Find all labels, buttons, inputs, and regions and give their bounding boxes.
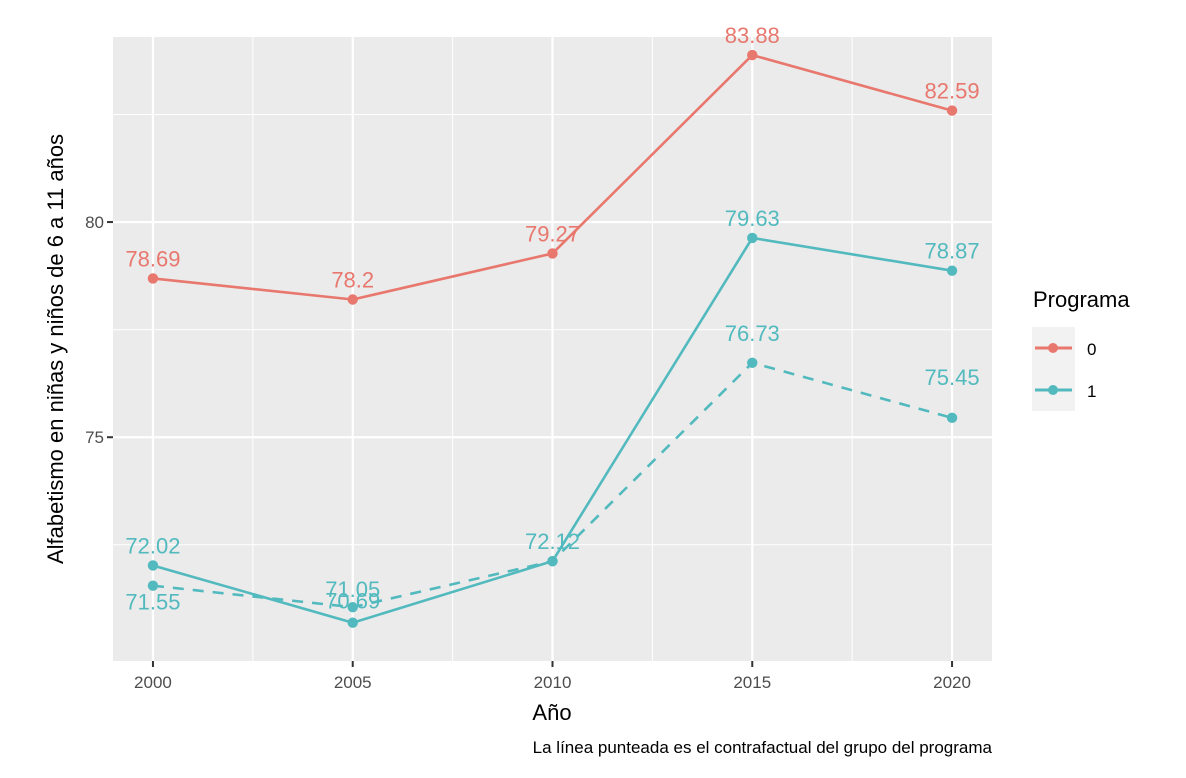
legend-key-1-point xyxy=(1048,385,1058,395)
legend-label-0: 0 xyxy=(1087,340,1096,359)
data-label-counterfactual-2020: 75.45 xyxy=(925,365,980,390)
x-axis-title: Año xyxy=(532,700,571,725)
legend-label-1: 1 xyxy=(1087,382,1096,401)
x-tick-label: 2005 xyxy=(334,673,372,692)
point-counterfactual-2020 xyxy=(946,412,958,424)
point-programa-1-2015 xyxy=(747,232,758,244)
data-label-programa-1-2005: 70.69 xyxy=(325,589,380,614)
point-counterfactual-2010 xyxy=(547,555,558,567)
legend: Programa 0 1 xyxy=(1032,287,1130,411)
data-label-programa-0-2020: 82.59 xyxy=(925,79,980,104)
x-tick-label: 2010 xyxy=(534,673,572,692)
x-tick-label: 2015 xyxy=(733,673,771,692)
point-programa-0-2015 xyxy=(747,49,758,61)
point-programa-1-2020 xyxy=(946,265,958,276)
legend-title: Programa xyxy=(1033,287,1130,312)
point-counterfactual-2000 xyxy=(147,580,159,591)
x-tick-label: 2000 xyxy=(134,673,172,692)
y-tick-label: 80 xyxy=(85,213,104,232)
x-tick-label: 2020 xyxy=(933,673,971,692)
point-programa-0-2010 xyxy=(547,248,558,259)
legend-key-0-point xyxy=(1048,343,1058,353)
data-label-programa-0-2000: 78.69 xyxy=(125,246,180,271)
axes: 2000 2005 2010 2015 2020 75 80 xyxy=(85,213,971,692)
point-counterfactual-2005 xyxy=(347,602,358,613)
legend-key-background xyxy=(1032,327,1075,411)
data-label-counterfactual-2005: 71.05 xyxy=(325,577,380,602)
data-label-programa-0-2005: 78.2 xyxy=(331,268,374,293)
data-label-programa-0-2010: 79.27 xyxy=(525,221,580,246)
y-tick-label: 75 xyxy=(85,428,104,447)
point-counterfactual-2015 xyxy=(747,357,758,368)
point-programa-1-2000 xyxy=(147,560,159,571)
point-programa-1-2005 xyxy=(347,617,358,628)
point-programa-0-2005 xyxy=(347,294,358,305)
data-label-counterfactual-2015: 76.73 xyxy=(725,321,780,346)
data-labels: 78.69 78.2 79.27 83.88 82.59 72.02 70.69 72.12 7… xyxy=(125,23,979,615)
series-layer xyxy=(147,49,958,628)
y-axis-title: Alfabetismo en niñas y niños de 6 a 11 a… xyxy=(43,134,68,564)
data-label-programa-1-2015: 79.63 xyxy=(725,206,780,231)
point-programa-0-2000 xyxy=(147,273,159,284)
data-label-counterfactual-2000: 71.55 xyxy=(125,590,180,615)
data-label-programa-1-2010: 72.12 xyxy=(525,529,580,554)
legend-key-0 xyxy=(1035,343,1072,353)
legend-key-1 xyxy=(1035,385,1072,395)
chart-caption: La línea punteada es el contrafactual de… xyxy=(533,738,993,757)
data-label-programa-1-2000: 72.02 xyxy=(125,533,180,558)
point-programa-0-2020 xyxy=(946,105,958,116)
data-label-programa-1-2020: 78.87 xyxy=(925,239,980,264)
data-label-programa-0-2015: 83.88 xyxy=(725,23,780,48)
